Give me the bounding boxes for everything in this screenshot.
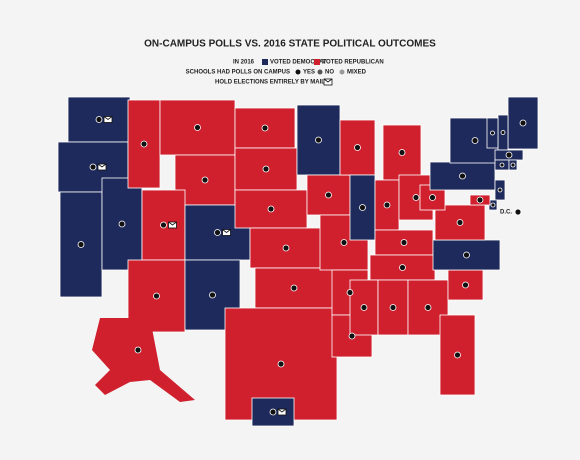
legend-dot xyxy=(295,69,301,75)
mail-icon-flap xyxy=(277,408,287,413)
poll-marker xyxy=(490,202,496,208)
legend-label: VOTED DEMOCRAT xyxy=(270,60,327,66)
poll-marker xyxy=(267,205,275,213)
poll-marker xyxy=(424,304,432,311)
poll-marker xyxy=(519,119,527,127)
mail-icon-flap xyxy=(103,116,113,120)
poll-marker xyxy=(118,220,126,228)
poll-marker xyxy=(89,163,97,171)
poll-marker xyxy=(95,116,103,123)
legend-polls: SCHOOLS HAD POLLS ON CAMPUS xyxy=(186,70,290,76)
poll-marker xyxy=(282,244,290,252)
mail-icon-flap xyxy=(222,229,231,233)
poll-marker xyxy=(412,194,420,201)
poll-marker xyxy=(398,149,406,156)
poll-marker xyxy=(456,219,464,226)
mail-icon-flap xyxy=(323,78,333,83)
poll-marker xyxy=(340,239,348,246)
poll-marker xyxy=(261,124,269,132)
legend-year: IN 2016 xyxy=(233,60,255,66)
poll-marker xyxy=(209,291,216,299)
state xyxy=(92,318,195,402)
poll-marker xyxy=(490,130,495,136)
poll-marker xyxy=(454,351,461,359)
poll-marker xyxy=(400,239,408,246)
poll-marker xyxy=(346,289,354,296)
poll-marker xyxy=(153,292,160,300)
poll-marker xyxy=(429,194,436,201)
poll-marker xyxy=(383,201,391,209)
poll-marker xyxy=(510,162,516,168)
poll-marker xyxy=(77,241,85,248)
poll-marker xyxy=(201,176,209,184)
poll-marker xyxy=(325,191,332,199)
poll-marker xyxy=(262,165,270,173)
poll-marker xyxy=(277,360,285,368)
poll-marker xyxy=(514,208,522,216)
poll-marker xyxy=(160,221,167,229)
legend-label: VOTED REPUBLICAN xyxy=(322,60,384,66)
title: ON-CAMPUS POLLS VS. 2016 STATE POLITICAL… xyxy=(144,39,436,50)
poll-marker xyxy=(462,281,469,289)
poll-marker xyxy=(471,137,479,144)
legend-label: NO xyxy=(325,70,334,76)
legend-swatch xyxy=(262,59,268,65)
poll-marker xyxy=(360,304,368,311)
poll-marker xyxy=(459,172,466,180)
legend-label: MIXED xyxy=(347,70,367,76)
poll-marker xyxy=(194,124,201,131)
mail-icon-flap xyxy=(168,221,177,226)
legend-label: YES xyxy=(303,70,315,76)
poll-marker xyxy=(354,144,361,151)
legend-dot xyxy=(317,69,323,75)
poll-marker xyxy=(476,196,484,204)
poll-marker xyxy=(348,332,356,340)
poll-marker xyxy=(505,151,513,159)
legend-mail: HOLD ELECTIONS ENTIRELY BY MAIL xyxy=(215,80,325,86)
legend-dot xyxy=(339,69,345,75)
poll-marker xyxy=(389,304,397,311)
poll-marker xyxy=(359,204,366,211)
legend-swatch xyxy=(314,59,320,65)
poll-marker xyxy=(399,264,406,271)
mail-icon-flap xyxy=(97,163,107,168)
poll-marker xyxy=(497,187,503,193)
poll-marker xyxy=(214,229,221,236)
poll-marker xyxy=(500,130,506,135)
poll-marker xyxy=(140,140,148,148)
poll-marker xyxy=(463,251,470,259)
poll-marker xyxy=(290,284,298,292)
poll-marker xyxy=(315,136,322,144)
poll-marker xyxy=(269,408,277,416)
poll-marker xyxy=(499,162,505,168)
poll-marker xyxy=(134,346,142,354)
dc-label: D.C. xyxy=(500,210,512,216)
